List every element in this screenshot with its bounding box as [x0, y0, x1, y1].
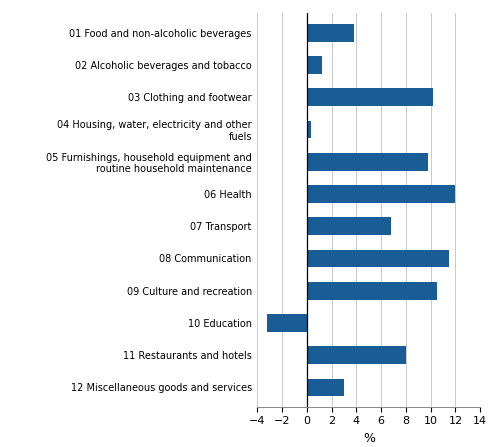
Bar — [307, 346, 406, 364]
Bar — [307, 121, 311, 139]
Bar — [307, 89, 433, 106]
Bar — [307, 217, 391, 235]
Bar — [307, 24, 354, 42]
Bar — [307, 379, 344, 396]
Bar — [307, 56, 322, 74]
X-axis label: %: % — [363, 432, 375, 445]
Bar — [307, 282, 437, 299]
Bar — [307, 249, 449, 267]
Bar — [267, 314, 307, 332]
Bar — [307, 153, 428, 171]
Bar — [307, 185, 455, 203]
